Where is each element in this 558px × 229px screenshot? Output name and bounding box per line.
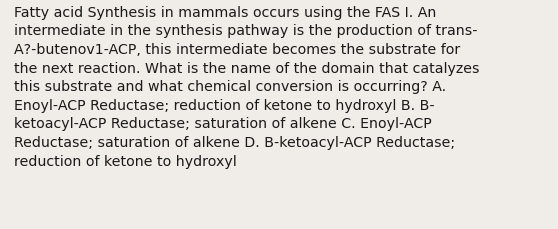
Text: Fatty acid Synthesis in mammals occurs using the FAS I. An
intermediate in the s: Fatty acid Synthesis in mammals occurs u… xyxy=(14,6,479,168)
